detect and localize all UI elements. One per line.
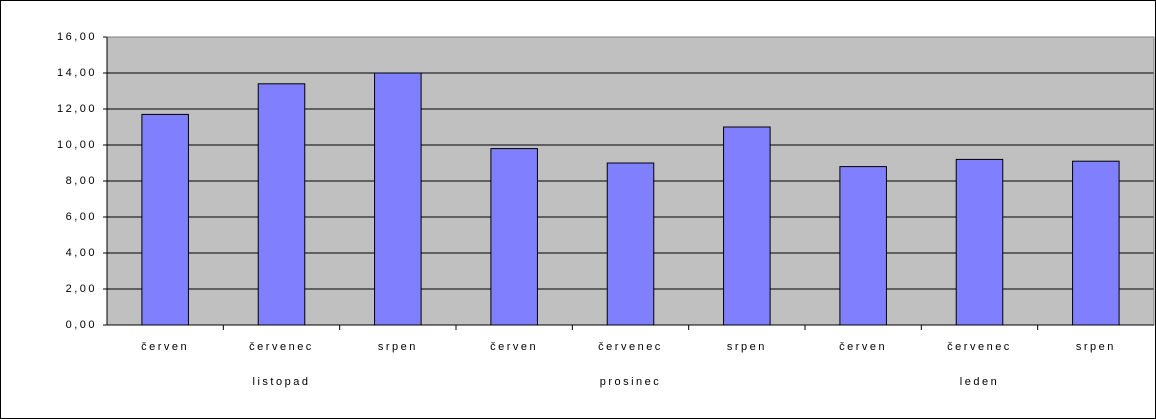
y-tick-label: 4,00: [66, 247, 97, 259]
bar: [1072, 160, 1120, 326]
group-label: listopad: [253, 376, 311, 388]
bar: [606, 162, 655, 326]
x-tick-label: červen: [839, 341, 887, 353]
x-tick-label: červen: [141, 341, 189, 353]
x-tick-label: červen: [490, 341, 538, 353]
bar: [723, 126, 771, 326]
y-tick-label: 8,00: [66, 175, 97, 187]
x-tick-label: srpen: [378, 341, 418, 353]
x-tick-label: červenec: [947, 341, 1012, 353]
bar: [257, 83, 306, 326]
y-tick-label: 14,00: [57, 67, 97, 79]
group-label: prosinec: [600, 376, 662, 388]
y-tick-label: 12,00: [57, 103, 97, 115]
y-tick-label: 16,00: [57, 31, 97, 43]
bar: [490, 148, 538, 326]
group-label: leden: [960, 376, 999, 388]
x-tick-label: červenec: [598, 341, 663, 353]
y-tick-label: 6,00: [66, 211, 97, 223]
y-tick-label: 2,00: [66, 283, 97, 295]
bar: [839, 166, 887, 326]
y-tick-label: 0,00: [66, 319, 97, 331]
y-tick-label: 10,00: [57, 139, 97, 151]
x-tick-label: srpen: [1076, 341, 1116, 353]
bar: [374, 72, 422, 326]
bar: [955, 158, 1004, 326]
x-tick-label: červenec: [249, 341, 314, 353]
x-tick-label: srpen: [727, 341, 767, 353]
bar: [141, 113, 189, 326]
